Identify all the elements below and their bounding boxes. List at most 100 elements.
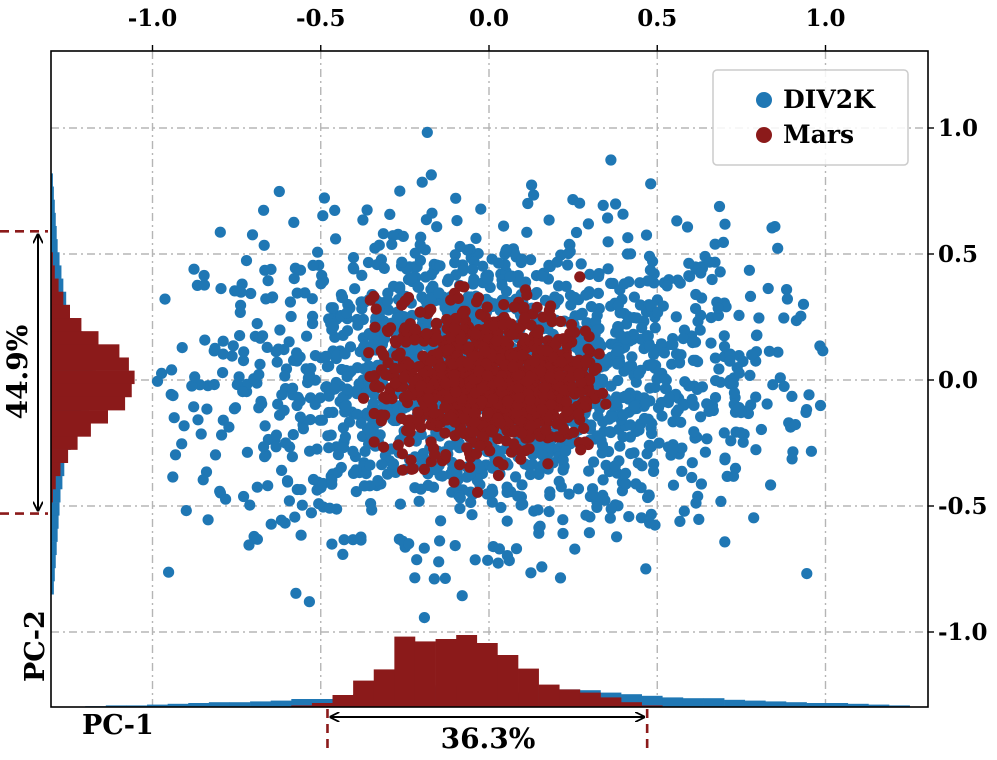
point-mars	[543, 304, 556, 316]
point-div2k	[283, 336, 295, 348]
point-div2k	[593, 268, 605, 280]
point-div2k	[655, 338, 668, 350]
point-div2k	[449, 540, 461, 552]
point-div2k	[307, 259, 319, 271]
point-mars	[498, 299, 510, 311]
point-div2k	[340, 400, 352, 412]
point-div2k	[301, 330, 313, 342]
point-div2k	[307, 473, 320, 486]
point-mars	[531, 301, 543, 313]
point-div2k	[687, 354, 700, 366]
y-hist-bar-div2k	[51, 488, 61, 503]
point-div2k	[510, 543, 523, 555]
point-div2k	[428, 573, 440, 585]
point-mars	[501, 395, 514, 407]
point-div2k	[312, 246, 324, 258]
point-div2k	[705, 337, 717, 349]
point-mars	[519, 312, 531, 324]
point-div2k	[208, 379, 220, 391]
point-div2k	[341, 307, 353, 319]
y-hist-bar-mars	[51, 370, 135, 385]
point-div2k	[767, 379, 779, 391]
point-div2k	[291, 399, 303, 412]
point-div2k	[289, 511, 301, 523]
point-div2k	[330, 233, 342, 245]
point-div2k	[202, 514, 214, 526]
point-div2k	[797, 298, 810, 310]
point-div2k	[244, 499, 256, 511]
point-mars	[467, 350, 480, 362]
point-div2k	[469, 554, 481, 566]
point-mars	[389, 377, 402, 389]
point-div2k	[347, 252, 360, 264]
point-div2k	[516, 479, 528, 491]
point-div2k	[496, 279, 508, 291]
point-div2k	[591, 324, 603, 336]
y-hist-bar-mars	[51, 252, 53, 266]
point-mars	[544, 371, 556, 383]
point-div2k	[271, 356, 283, 368]
point-div2k	[699, 446, 712, 458]
point-div2k	[786, 390, 798, 402]
point-div2k	[714, 266, 726, 278]
point-div2k	[667, 443, 679, 455]
point-div2k	[416, 291, 428, 303]
point-mars	[565, 319, 578, 331]
point-div2k	[525, 567, 537, 579]
point-div2k	[270, 429, 282, 441]
point-div2k	[258, 239, 270, 251]
point-div2k	[533, 467, 545, 479]
point-mars	[471, 296, 483, 308]
point-mars	[468, 416, 480, 428]
point-div2k	[551, 256, 563, 268]
point-div2k	[630, 478, 642, 490]
point-div2k	[272, 398, 284, 410]
point-mars	[551, 418, 563, 430]
point-div2k	[176, 342, 188, 354]
point-div2k	[651, 373, 663, 385]
point-div2k	[466, 509, 478, 521]
point-div2k	[628, 291, 641, 303]
y-hist-bar-div2k	[51, 265, 62, 279]
x-hist-bar-mars	[353, 680, 375, 707]
point-div2k	[659, 373, 671, 385]
point-mars	[532, 327, 544, 339]
x-tick-label: 0.0	[469, 5, 509, 32]
point-div2k	[223, 421, 235, 433]
point-div2k	[623, 510, 635, 523]
point-div2k	[253, 369, 265, 381]
point-div2k	[288, 273, 300, 285]
point-mars	[481, 370, 494, 382]
point-mars	[508, 438, 520, 450]
point-mars	[578, 422, 590, 434]
point-div2k	[382, 294, 394, 307]
x-hist-bar-mars	[311, 703, 333, 707]
x-hist-bar-div2k	[682, 698, 704, 707]
annotations	[0, 230, 649, 748]
point-mars	[418, 463, 430, 475]
point-div2k	[216, 429, 228, 441]
point-div2k	[397, 230, 409, 242]
x-hist-bar-div2k	[744, 700, 766, 707]
point-div2k	[413, 495, 425, 507]
point-div2k	[327, 321, 340, 333]
point-mars	[431, 348, 443, 360]
point-div2k	[658, 347, 671, 359]
point-div2k	[237, 355, 250, 367]
point-div2k	[288, 216, 300, 228]
y-hist-bar-mars	[51, 475, 56, 490]
point-mars	[450, 386, 462, 398]
point-div2k	[713, 363, 725, 375]
point-div2k	[259, 264, 271, 276]
point-mars	[485, 424, 497, 436]
point-div2k	[755, 423, 768, 436]
point-div2k	[217, 348, 229, 360]
point-mars	[373, 381, 386, 393]
point-mars	[480, 358, 492, 370]
point-div2k	[671, 215, 683, 227]
point-mars	[461, 442, 473, 454]
point-div2k	[663, 392, 676, 404]
x-tick-label: 0.5	[637, 5, 677, 32]
point-mars	[415, 380, 427, 392]
point-div2k	[674, 515, 686, 528]
